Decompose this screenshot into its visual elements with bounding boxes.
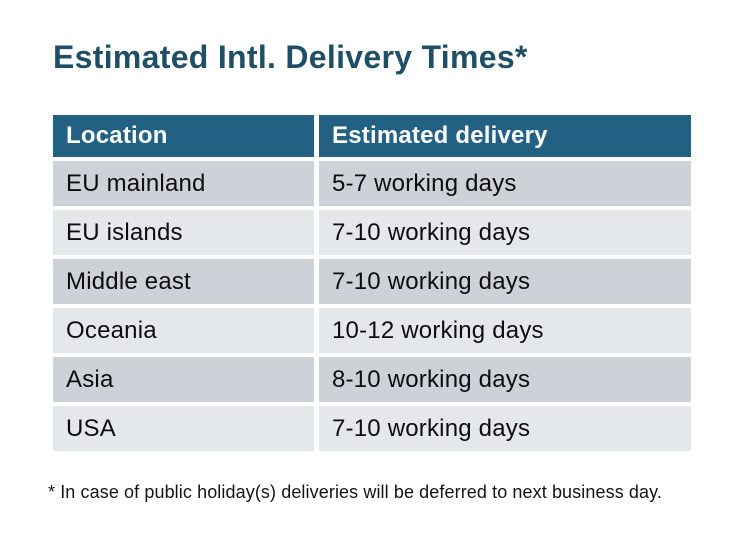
column-header-estimated-delivery: Estimated delivery (319, 115, 691, 157)
table-cell-delivery: 8-10 working days (319, 357, 691, 402)
table-cell-delivery: 7-10 working days (319, 406, 691, 451)
table-cell-location: Middle east (53, 259, 314, 304)
footnote: * In case of public holiday(s) deliverie… (48, 482, 662, 502)
table-cell-location: EU islands (53, 210, 314, 255)
table-cell-delivery: 7-10 working days (319, 259, 691, 304)
table-cell-delivery: 10-12 working days (319, 308, 691, 353)
column-header-location: Location (53, 115, 314, 157)
table-cell-location: EU mainland (53, 161, 314, 206)
table-cell-location: USA (53, 406, 314, 451)
table-cell-delivery: 7-10 working days (319, 210, 691, 255)
delivery-times-table: Location Estimated delivery EU mainland … (53, 115, 691, 451)
table-cell-location: Asia (53, 357, 314, 402)
table-cell-location: Oceania (53, 308, 314, 353)
page-title: Estimated Intl. Delivery Times* (53, 39, 528, 75)
table-cell-delivery: 5-7 working days (319, 161, 691, 206)
